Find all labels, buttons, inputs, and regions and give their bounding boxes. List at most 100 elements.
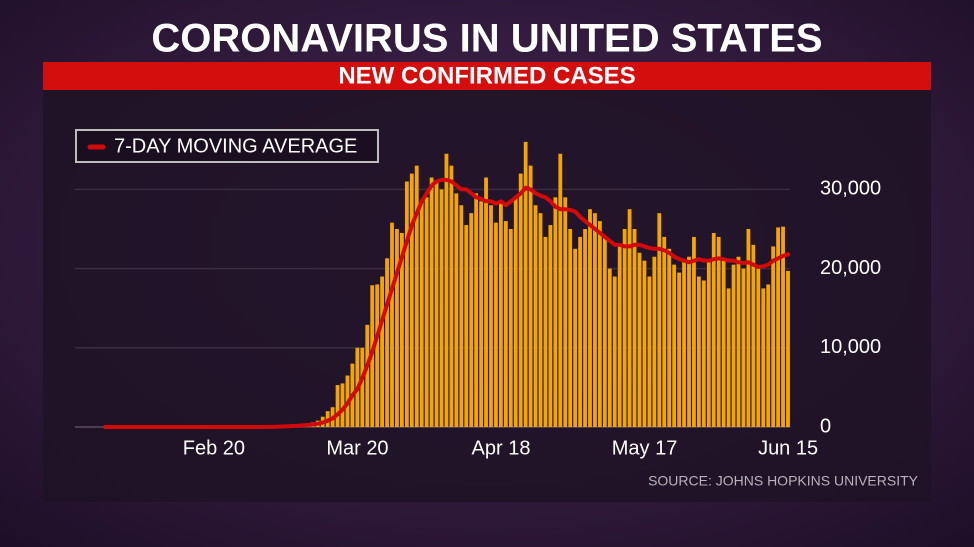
bar — [662, 236, 667, 427]
bar — [607, 268, 612, 427]
bar — [499, 201, 503, 427]
bar — [444, 153, 449, 427]
bar — [741, 268, 746, 427]
bar — [400, 232, 404, 427]
bar — [449, 165, 454, 427]
bar — [672, 264, 677, 427]
bar — [543, 236, 548, 427]
bar — [434, 181, 439, 427]
bar — [375, 284, 380, 427]
legend-label: 7-DAY MOVING AVERAGE — [114, 135, 357, 157]
bar — [464, 225, 469, 427]
bar — [335, 385, 340, 427]
bar — [523, 141, 528, 427]
bar — [736, 256, 741, 427]
bar — [385, 258, 389, 427]
bar — [494, 222, 498, 427]
bar — [721, 260, 726, 427]
bar — [454, 193, 459, 427]
chart-title: CORONAVIRUS IN UNITED STATES — [151, 17, 822, 61]
bar — [627, 209, 632, 427]
bar — [558, 153, 563, 427]
bar — [568, 229, 573, 427]
bar — [726, 288, 731, 427]
bar — [484, 177, 488, 427]
bar — [612, 276, 617, 427]
y-tick-label: 0 — [820, 415, 831, 437]
x-tick-label: Mar 20 — [326, 437, 388, 459]
y-tick-label: 10,000 — [820, 336, 881, 358]
legend-box — [75, 129, 379, 163]
bar — [503, 221, 508, 427]
y-tick-label: 20,000 — [820, 257, 881, 279]
subtitle-banner — [43, 62, 931, 90]
bar — [711, 232, 716, 427]
bar — [390, 222, 394, 427]
bar — [617, 244, 622, 427]
bar — [424, 197, 429, 427]
bar — [716, 236, 721, 427]
bar — [474, 193, 479, 427]
bar — [528, 165, 533, 427]
bar — [340, 383, 345, 427]
bar — [404, 181, 409, 427]
bar — [697, 276, 701, 427]
moving-average-line — [103, 177, 791, 429]
bar — [706, 260, 711, 427]
x-tick-label: Apr 18 — [472, 437, 531, 459]
bar — [489, 205, 493, 427]
bar — [588, 209, 592, 427]
bar — [419, 201, 424, 427]
bar — [632, 229, 637, 427]
bar — [513, 197, 518, 427]
bar — [459, 205, 464, 427]
bar — [553, 197, 558, 427]
bar — [746, 229, 751, 427]
bar — [731, 264, 736, 427]
bar — [766, 284, 771, 427]
bar — [761, 288, 766, 427]
bar — [786, 270, 790, 427]
bar — [593, 213, 597, 427]
bar — [563, 197, 568, 427]
bar — [395, 229, 399, 427]
bar — [776, 227, 780, 427]
bar — [533, 205, 538, 427]
bar — [667, 248, 672, 427]
bar — [538, 213, 543, 427]
bar — [642, 260, 647, 427]
bar — [657, 213, 662, 427]
bar — [751, 244, 756, 427]
bar — [687, 256, 691, 427]
bar — [701, 280, 706, 427]
bar — [548, 225, 553, 427]
bar — [692, 236, 696, 427]
bar — [771, 246, 776, 427]
bar — [622, 229, 627, 427]
bar — [781, 226, 785, 427]
bar — [583, 229, 587, 427]
bar — [573, 248, 578, 427]
bar — [647, 276, 652, 427]
bar — [602, 236, 607, 427]
bar — [756, 268, 761, 427]
bar — [429, 177, 434, 427]
bar — [365, 324, 370, 427]
bar — [598, 221, 602, 427]
x-tick-label: Feb 20 — [183, 437, 245, 459]
bar — [682, 260, 686, 427]
bar — [414, 165, 419, 427]
bar — [677, 272, 681, 427]
bar — [578, 236, 582, 427]
bar — [380, 276, 384, 427]
bar — [439, 189, 444, 427]
x-tick-label: May 17 — [612, 437, 678, 459]
y-tick-label: 30,000 — [820, 178, 881, 200]
x-tick-label: Jun 15 — [758, 437, 818, 459]
bar — [409, 173, 414, 427]
bar — [518, 173, 523, 427]
bar — [637, 252, 642, 427]
bar — [469, 213, 474, 427]
